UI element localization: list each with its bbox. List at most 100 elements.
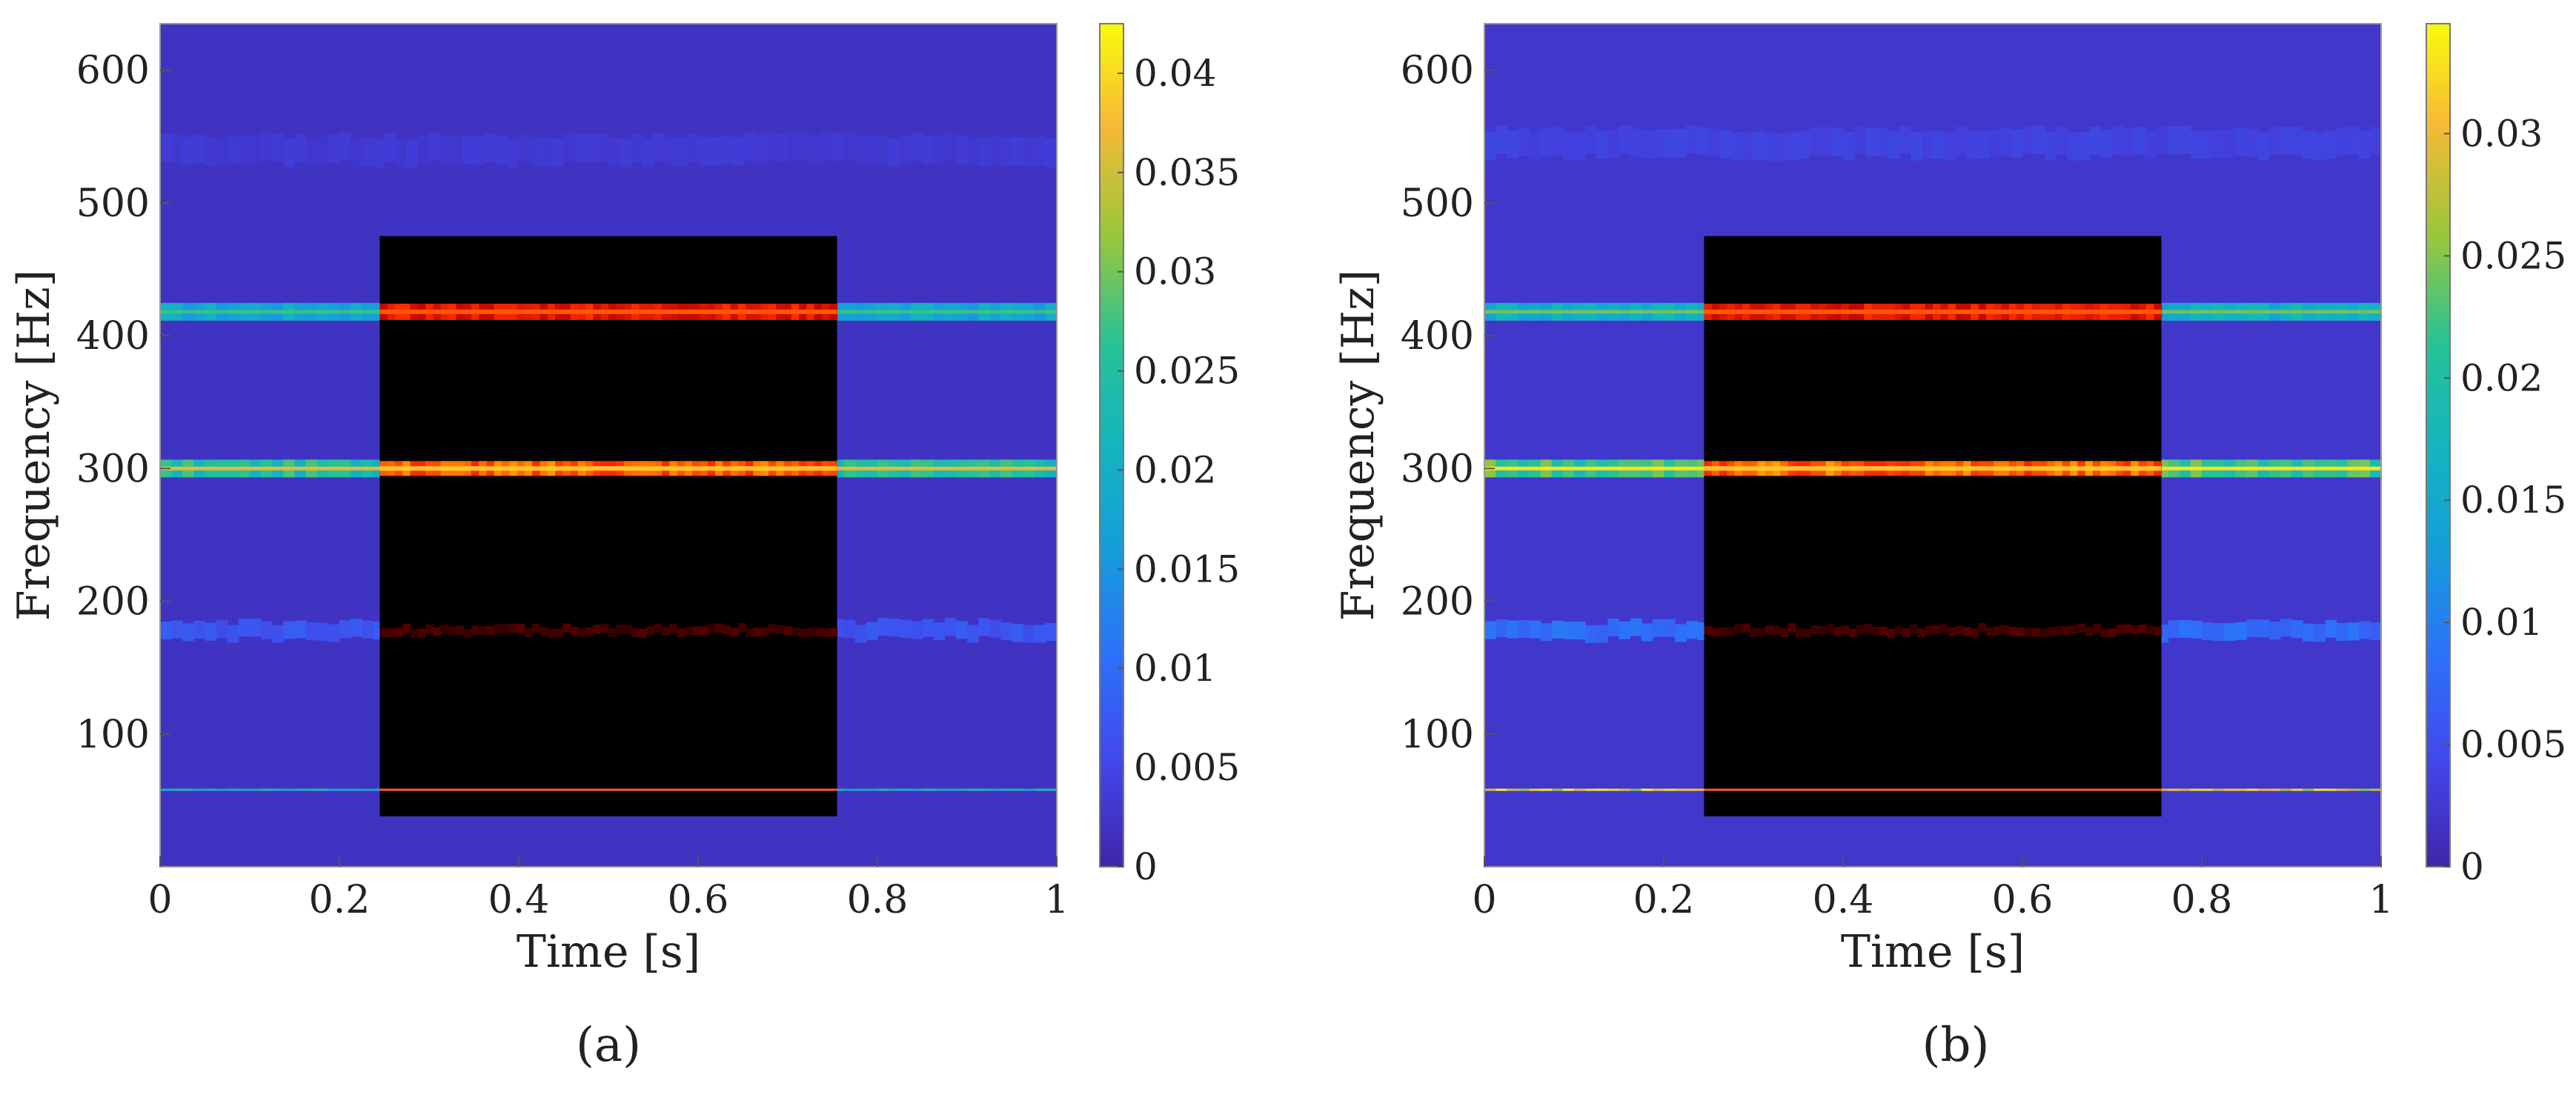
band-cell: [967, 788, 979, 791]
band-cell: [1641, 623, 1653, 642]
masked-cell: [760, 627, 769, 636]
band-cell: [417, 136, 430, 164]
masked-cell: [707, 624, 716, 633]
masked-cell: [2138, 624, 2147, 633]
band-cell: [541, 137, 553, 166]
y-tick-label: 500: [76, 182, 150, 226]
band-cell: [1596, 625, 1608, 643]
band-cell: [2303, 623, 2314, 642]
band-cell: [205, 788, 217, 791]
x-axis-title-a: Time [s]: [517, 926, 700, 978]
band-cell: [373, 788, 385, 791]
masked-region-a: [379, 236, 838, 816]
y-tick-label: 400: [76, 314, 150, 359]
masked-cell: [1864, 624, 1873, 633]
colorbar-tick-label: 0.04: [1134, 52, 1216, 95]
masked-cell: [494, 624, 502, 633]
band-cell: [1585, 625, 1597, 643]
band-cell: [2257, 132, 2270, 161]
band-cell: [2235, 127, 2248, 156]
masked-cell: [471, 625, 479, 635]
band-cell: [1619, 788, 1631, 791]
x-tick-label: 0.4: [1813, 878, 1874, 922]
band-cell: [496, 136, 508, 165]
band-cell: [1652, 619, 1664, 637]
x-tick-label: 1: [1044, 878, 1069, 922]
band-cell: [2202, 130, 2214, 159]
band-cell: [328, 788, 340, 791]
band-cell: [2291, 788, 2303, 791]
masked-cell: [1765, 625, 1773, 635]
band-cell: [933, 788, 946, 791]
colorbar-tick-label: 0.035: [1134, 151, 1240, 194]
masked-cell: [654, 623, 663, 633]
panel-label-a: (a): [576, 1018, 641, 1073]
masked-cell: [631, 627, 640, 637]
band-cell: [1910, 132, 1922, 161]
x-tick-label: 0.4: [488, 878, 550, 922]
band-cell: [2179, 126, 2191, 155]
masked-cell: [616, 625, 625, 634]
masked-cell: [524, 628, 533, 638]
band-cell: [1708, 128, 1721, 157]
band-cell: [631, 133, 643, 162]
band-cell: [1496, 619, 1507, 638]
band-cell: [1023, 788, 1035, 791]
band-cell: [294, 133, 307, 162]
band-cell: [967, 137, 979, 166]
band-cell: [2011, 129, 2023, 158]
masked-cell: [1841, 625, 1850, 635]
band-cell: [1034, 788, 1046, 791]
band-cell: [2336, 788, 2348, 791]
masked-region-b: [1704, 236, 2162, 816]
band-cell: [989, 136, 1001, 165]
band-cell: [1630, 128, 1642, 157]
masked-cell: [1727, 626, 1736, 636]
band-cell: [2213, 622, 2225, 641]
band-cell: [2369, 622, 2382, 641]
band-cell: [2190, 788, 2202, 791]
band-cell: [1023, 625, 1035, 643]
band-cell: [1518, 127, 1530, 156]
masked-cell: [1787, 623, 1796, 633]
band-cell: [1933, 130, 1945, 159]
masked-cell: [799, 628, 808, 638]
axes-frame-a: [159, 23, 1058, 868]
band-cell: [1585, 788, 1597, 791]
band-cell: [1507, 788, 1518, 791]
masked-cell: [776, 625, 785, 635]
masked-region-fill: [379, 236, 837, 816]
band-cell: [1484, 132, 1496, 161]
masked-cell: [1940, 624, 1949, 633]
band-cell: [1966, 130, 1979, 159]
band-cell: [294, 620, 307, 639]
band-cell: [989, 619, 1001, 638]
colorbar-a: 0 0.005 0.01 0.015 0.02 0.025 0.03 0.035 0.04: [1099, 23, 1240, 888]
band-cell: [216, 788, 228, 791]
masked-cell: [2100, 628, 2109, 638]
band-cell: [1585, 125, 1597, 154]
band-cell: [316, 622, 329, 641]
masked-cell: [1894, 625, 1903, 635]
band-cell: [1496, 126, 1507, 155]
band-cell: [889, 619, 900, 637]
band-cell: [1742, 131, 1754, 160]
x-axis-title-b: Time [s]: [1841, 926, 2025, 978]
band-cell: [316, 788, 329, 791]
band-cell: [2202, 788, 2214, 791]
band-cell: [2347, 126, 2360, 155]
masked-cell: [1826, 624, 1834, 633]
band-cell: [1865, 128, 1877, 157]
masked-cell: [753, 627, 762, 637]
band-cell: [686, 133, 699, 162]
masked-cell: [1818, 625, 1827, 635]
masked-cell: [1910, 625, 1919, 634]
masked-cell: [440, 625, 449, 634]
band-cell: [1798, 130, 1810, 159]
colorbar-scale: [1099, 23, 1124, 868]
band-cell: [171, 620, 183, 639]
y-axis-title-a: Frequency [Hz]: [8, 270, 60, 621]
masked-band-core: [1704, 309, 2162, 314]
band-cell: [585, 134, 598, 163]
band-cell: [1551, 620, 1564, 639]
